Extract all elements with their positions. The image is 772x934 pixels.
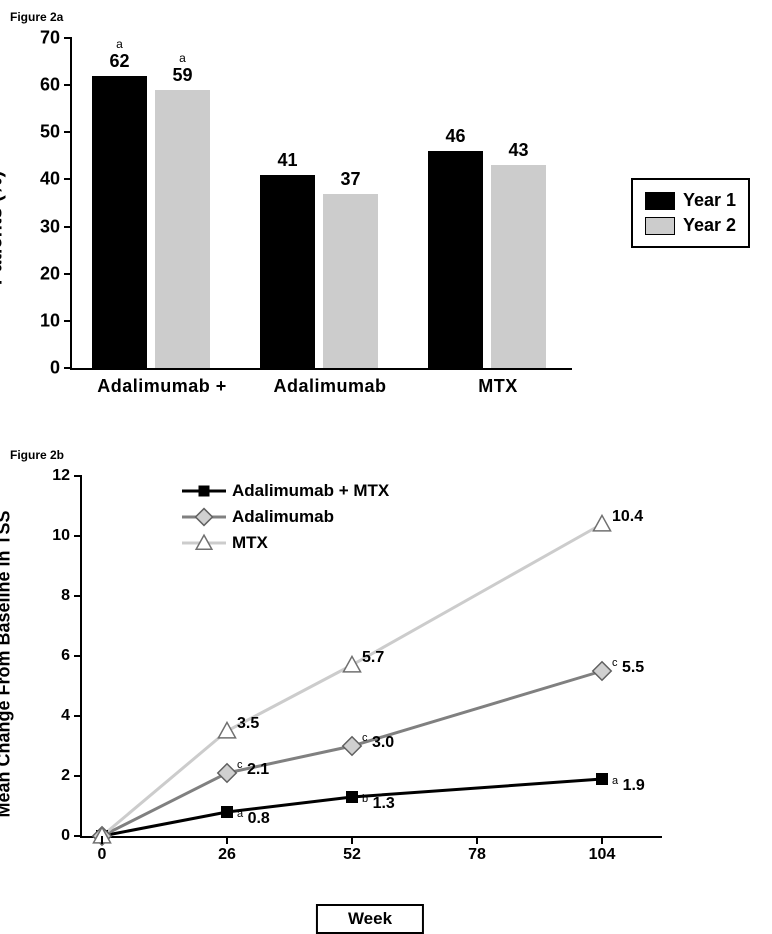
bar-category-label: MTX — [413, 368, 583, 397]
bar — [491, 165, 546, 368]
bar-value-label: 41 — [260, 150, 315, 171]
line-ytick-label: 2 — [61, 767, 82, 785]
bar-value-label: a59 — [155, 51, 210, 86]
line-legend-label: Adalimumab + MTX — [232, 481, 389, 501]
bar-legend-item: Year 2 — [645, 213, 736, 238]
bar — [260, 175, 315, 368]
bar-value-label: 43 — [491, 140, 546, 161]
line-point-label: c 3.0 — [362, 734, 394, 752]
line-yaxis-label: Mean Change From Baseline in TSS — [0, 510, 15, 817]
bar-ytick-label: 10 — [40, 310, 72, 331]
bar-category-label: Adalimumab — [245, 368, 415, 397]
line-legend-item: Adalimumab — [182, 504, 389, 530]
figure-a-bar-chart: Patients (%) 010203040506070a62a59Adalim… — [10, 28, 750, 428]
line-ytick-label: 6 — [61, 647, 82, 665]
line-marker — [343, 656, 360, 671]
bar-ytick-label: 60 — [40, 75, 72, 96]
line-legend-item: MTX — [182, 530, 389, 556]
line-marker — [346, 791, 358, 803]
bar-legend-label: Year 1 — [683, 190, 736, 211]
line-legend-label: Adalimumab — [232, 507, 334, 527]
bar-yaxis-label: Patients (%) — [0, 171, 8, 285]
bar-ytick-label: 20 — [40, 263, 72, 284]
bar — [155, 90, 210, 368]
line-xaxis-label: Week — [316, 904, 424, 934]
line-point-label: 3.5 — [237, 715, 259, 733]
line-point-label: c 2.1 — [237, 761, 269, 779]
line-marker — [593, 515, 610, 530]
line-point-label: a 1.9 — [612, 777, 645, 795]
line-legend-swatch — [182, 510, 226, 524]
bar-legend: Year 1 Year 2 — [631, 178, 750, 248]
line-point-label: 10.4 — [612, 508, 643, 526]
bar-ytick-label: 40 — [40, 169, 72, 190]
line-xtick-label: 78 — [468, 836, 486, 864]
line-legend-swatch — [182, 484, 226, 498]
figure-b-label: Figure 2b — [10, 448, 762, 462]
bar-legend-swatch — [645, 217, 675, 235]
line-marker — [218, 722, 235, 737]
bar — [323, 194, 378, 368]
bar-value-label: 46 — [428, 126, 483, 147]
line-marker — [221, 806, 233, 818]
line-xtick-label: 0 — [98, 836, 107, 864]
line-legend: Adalimumab + MTX Adalimumab MTX — [182, 478, 389, 556]
line-marker — [596, 773, 608, 785]
figure-a-label: Figure 2a — [10, 10, 762, 24]
line-ytick-label: 8 — [61, 587, 82, 605]
line-xtick-label: 104 — [589, 836, 616, 864]
line-series — [102, 779, 602, 836]
bar-ytick-label: 50 — [40, 122, 72, 143]
bar-legend-item: Year 1 — [645, 188, 736, 213]
bar — [428, 151, 483, 368]
line-plot-area: Adalimumab + MTXAdalimumabMTX 0246810120… — [80, 476, 662, 838]
bar-ytick-label: 0 — [50, 358, 72, 379]
line-point-label: 5.7 — [362, 649, 384, 667]
line-marker — [343, 737, 361, 755]
line-marker — [218, 764, 236, 782]
line-legend-swatch — [182, 536, 226, 550]
line-point-label: c 5.5 — [612, 659, 644, 677]
bar-plot-area: 010203040506070a62a59Adalimumab +4137Ada… — [70, 38, 572, 370]
line-point-label: a 0.8 — [237, 810, 270, 828]
line-point-label: b 1.3 — [362, 795, 395, 813]
bar-ytick-label: 70 — [40, 28, 72, 49]
line-series — [102, 524, 602, 836]
line-legend-label: MTX — [232, 533, 268, 553]
line-xtick-label: 52 — [343, 836, 361, 864]
line-ytick-label: 4 — [61, 707, 82, 725]
line-marker — [593, 662, 611, 680]
bar-value-label: 37 — [323, 169, 378, 190]
bar — [92, 76, 147, 368]
bar-value-label: a62 — [92, 37, 147, 72]
bar-legend-swatch — [645, 192, 675, 210]
bar-category-label: Adalimumab + — [77, 368, 247, 397]
bar-legend-label: Year 2 — [683, 215, 736, 236]
figure-b-line-chart: Mean Change From Baseline in TSS Adalimu… — [10, 466, 750, 906]
line-ytick-label: 0 — [61, 827, 82, 845]
bar-ytick-label: 30 — [40, 216, 72, 237]
line-ytick-label: 12 — [52, 467, 82, 485]
line-ytick-label: 10 — [52, 527, 82, 545]
line-legend-item: Adalimumab + MTX — [182, 478, 389, 504]
line-xtick-label: 26 — [218, 836, 236, 864]
